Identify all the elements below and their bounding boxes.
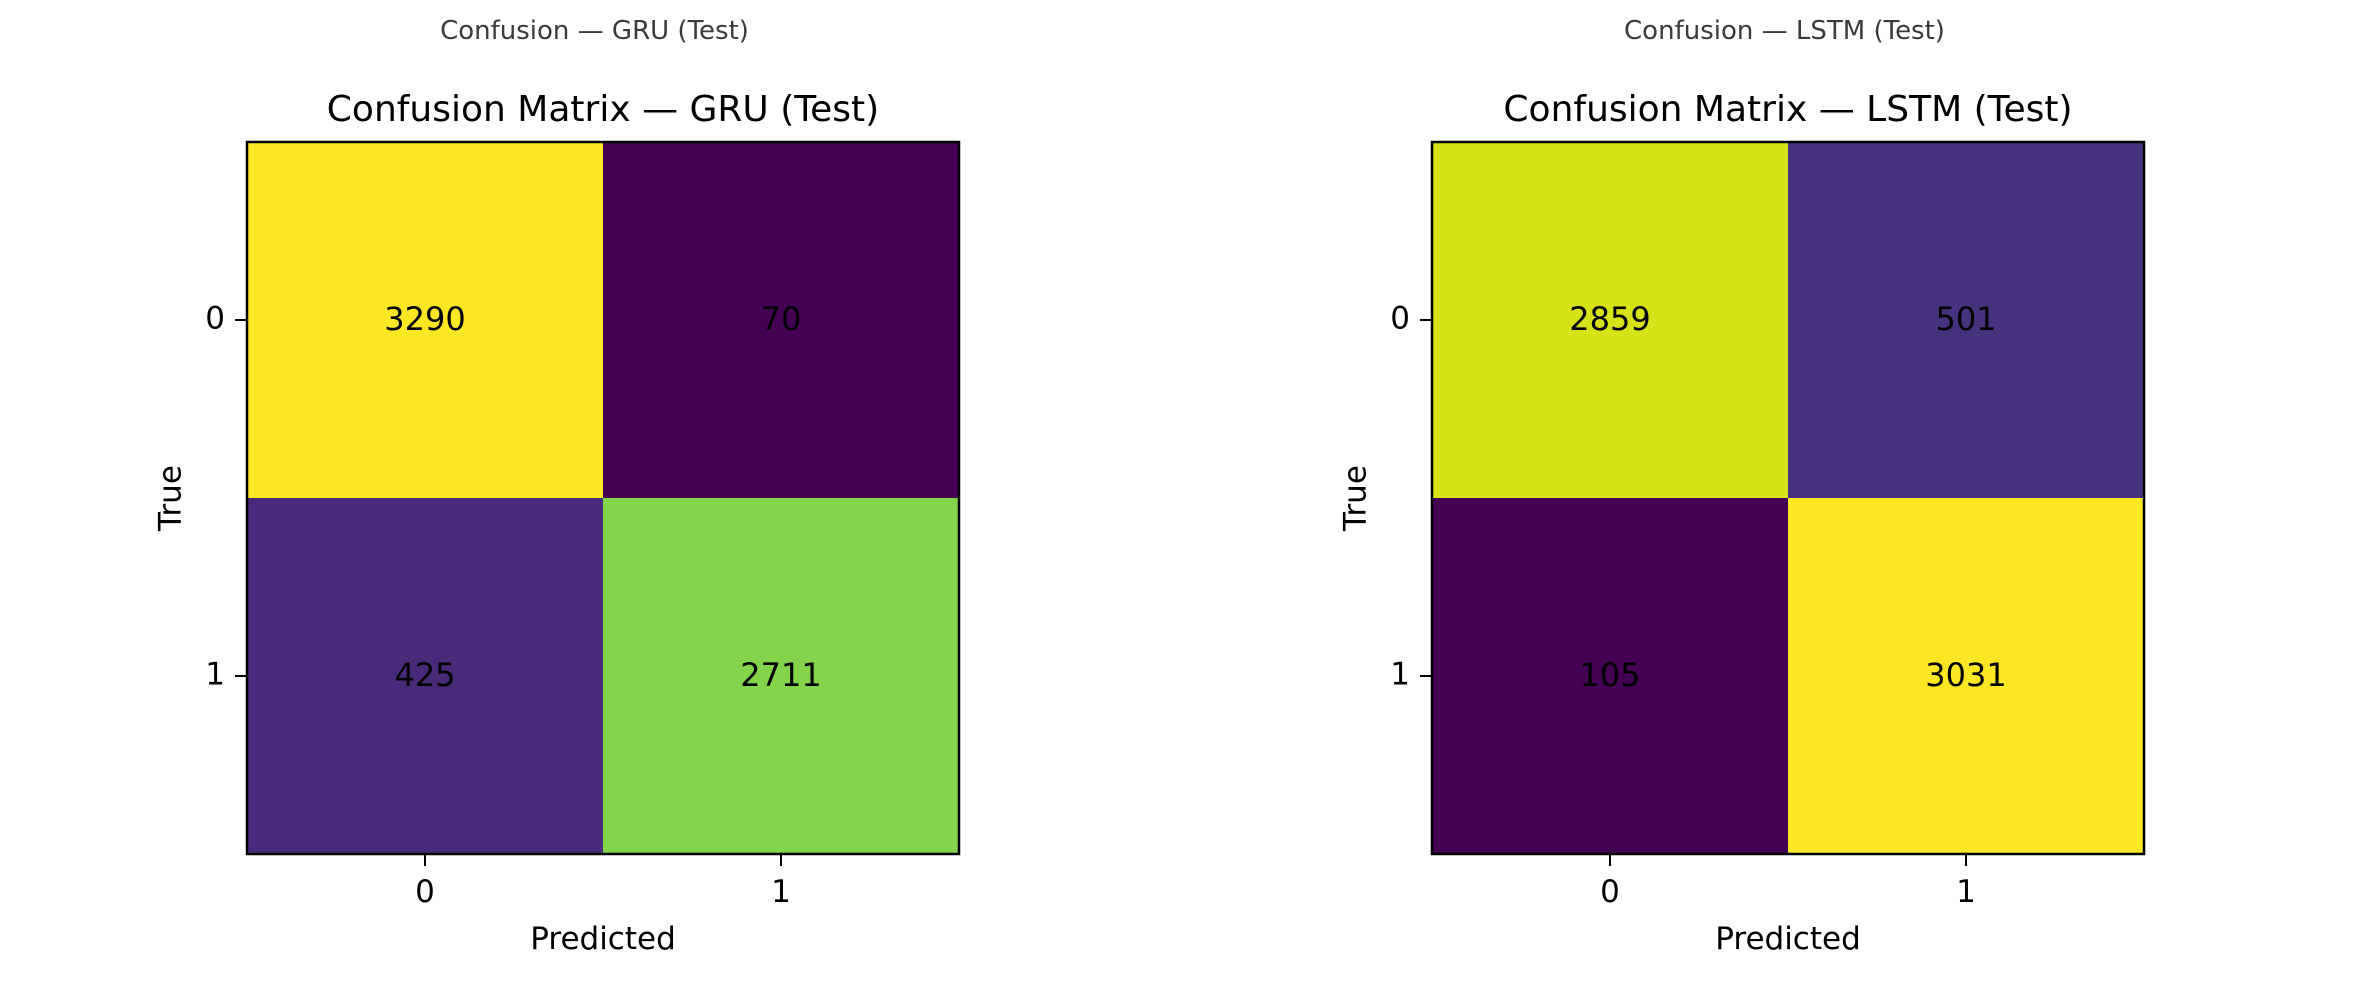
- x-tick-label: 1: [771, 874, 791, 910]
- cell-value-label: 2711: [740, 656, 821, 694]
- y-tick-label: 1: [205, 657, 225, 693]
- matrix-cell: [603, 498, 959, 854]
- cell-value-label: 3031: [1925, 656, 2006, 694]
- x-tick-label: 0: [1600, 874, 1620, 910]
- cell-value-label: 425: [394, 656, 455, 694]
- gru-confusion-chart: Confusion Matrix — GRU (Test) 3290 70 425 27…: [153, 89, 961, 957]
- cell-value-label: 2859: [1569, 300, 1650, 338]
- y-tick-label: 0: [1390, 301, 1410, 337]
- chart-title: Confusion Matrix — GRU (Test): [327, 89, 879, 130]
- y-axis-label: True: [1338, 465, 1374, 532]
- x-tick-label: 0: [415, 874, 435, 910]
- gru-panel: Confusion — GRU (Test) Confusion Matrix …: [0, 0, 1189, 1002]
- matrix-cell: [247, 142, 603, 498]
- plot-frame: [1430, 140, 2146, 856]
- y-tick-label: 0: [205, 301, 225, 337]
- lstm-confusion-chart: Confusion Matrix — LSTM (Test) 2859 501 105…: [1338, 89, 2146, 957]
- matrix-cell: [1788, 142, 2144, 498]
- cell-value-label: 70: [761, 300, 802, 338]
- matrix-cell: [1788, 498, 2144, 854]
- chart-title: Confusion Matrix — LSTM (Test): [1503, 89, 2072, 130]
- matrix-cell: [247, 498, 603, 854]
- gru-panel-caption: Confusion — GRU (Test): [440, 16, 749, 46]
- y-axis-label: True: [153, 465, 189, 532]
- cell-value-label: 501: [1935, 300, 1996, 338]
- cell-value-label: 3290: [384, 300, 465, 338]
- y-tick-label: 1: [1390, 657, 1410, 693]
- cell-value-label: 105: [1579, 656, 1640, 694]
- x-axis-label: Predicted: [1715, 921, 1861, 957]
- x-tick-label: 1: [1956, 874, 1976, 910]
- matrix-cell: [1432, 498, 1788, 854]
- lstm-panel-caption: Confusion — LSTM (Test): [1624, 16, 1945, 46]
- matrix-cell: [1432, 142, 1788, 498]
- plot-frame: [245, 140, 961, 856]
- matrix-cell: [603, 142, 959, 498]
- lstm-panel: Confusion — LSTM (Test) Confusion Matrix…: [1190, 0, 2379, 1002]
- x-axis-label: Predicted: [530, 921, 676, 957]
